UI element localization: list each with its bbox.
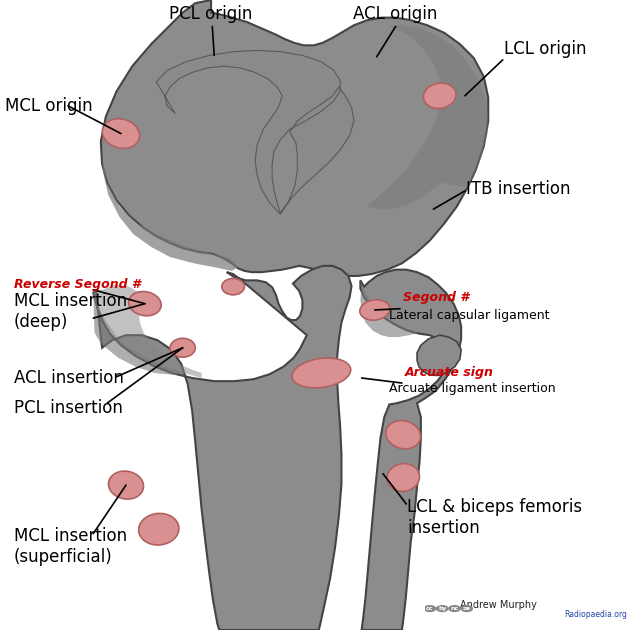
Text: PCL insertion: PCL insertion bbox=[14, 399, 123, 417]
Ellipse shape bbox=[129, 292, 161, 316]
Polygon shape bbox=[93, 293, 186, 375]
Circle shape bbox=[425, 605, 436, 612]
Polygon shape bbox=[360, 280, 419, 337]
Ellipse shape bbox=[222, 278, 244, 295]
Text: ACL insertion: ACL insertion bbox=[14, 369, 123, 387]
Polygon shape bbox=[93, 266, 352, 630]
Text: Reverse Segond #: Reverse Segond # bbox=[14, 278, 140, 291]
Text: Segond #: Segond # bbox=[403, 292, 469, 304]
Text: LCL & biceps femoris
insertion: LCL & biceps femoris insertion bbox=[407, 498, 582, 537]
Text: Lateral capsular ligament: Lateral capsular ligament bbox=[389, 309, 550, 321]
Text: MCL origin: MCL origin bbox=[5, 97, 93, 115]
Text: ACL origin: ACL origin bbox=[353, 5, 438, 23]
Text: nc: nc bbox=[450, 606, 459, 611]
Text: Arcuate ligament insertion: Arcuate ligament insertion bbox=[389, 382, 556, 395]
Circle shape bbox=[449, 605, 460, 612]
Text: Radiopaedia.org: Radiopaedia.org bbox=[564, 610, 627, 619]
Ellipse shape bbox=[108, 471, 144, 499]
Text: Andrew Murphy: Andrew Murphy bbox=[460, 600, 537, 610]
Ellipse shape bbox=[170, 338, 195, 357]
Ellipse shape bbox=[387, 464, 420, 491]
Polygon shape bbox=[367, 25, 488, 209]
Text: cc: cc bbox=[427, 606, 433, 611]
Text: MCL insertion
(superficial): MCL insertion (superficial) bbox=[14, 527, 127, 566]
Text: MCL insertion
(deep): MCL insertion (deep) bbox=[14, 292, 127, 331]
Ellipse shape bbox=[139, 513, 179, 545]
Polygon shape bbox=[93, 285, 202, 378]
Text: LCL origin: LCL origin bbox=[504, 40, 587, 58]
Text: sa: sa bbox=[463, 606, 471, 611]
Polygon shape bbox=[360, 270, 461, 630]
Ellipse shape bbox=[360, 300, 390, 320]
Ellipse shape bbox=[386, 421, 421, 449]
Polygon shape bbox=[417, 335, 461, 375]
Polygon shape bbox=[101, 0, 488, 276]
Text: Arcuate sign: Arcuate sign bbox=[405, 367, 494, 379]
Circle shape bbox=[437, 605, 448, 612]
Circle shape bbox=[461, 605, 472, 612]
Text: PCL origin: PCL origin bbox=[169, 5, 253, 23]
Text: ITB insertion: ITB insertion bbox=[466, 180, 571, 198]
Ellipse shape bbox=[102, 118, 140, 149]
Ellipse shape bbox=[292, 358, 351, 388]
Polygon shape bbox=[156, 50, 354, 214]
Ellipse shape bbox=[423, 83, 456, 108]
Polygon shape bbox=[102, 117, 238, 271]
Text: by: by bbox=[438, 606, 447, 611]
